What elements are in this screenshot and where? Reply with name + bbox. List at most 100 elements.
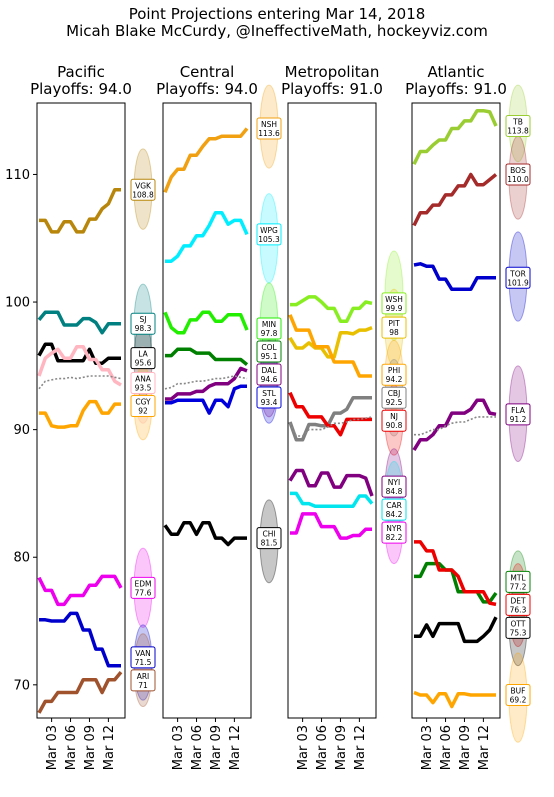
y-tick-label: 110 (5, 168, 30, 183)
projection-label: 95.1 (261, 352, 278, 361)
team-label: CHI (262, 530, 275, 539)
series-line (414, 616, 498, 644)
label-box (505, 163, 531, 186)
series-line (37, 344, 122, 387)
series-line (413, 690, 496, 709)
series-line (288, 314, 372, 378)
team-label: PIT (388, 319, 400, 328)
label-box (256, 363, 282, 386)
label-box (505, 403, 531, 426)
team-label: DAL (262, 366, 278, 375)
team-label: OTT (511, 619, 526, 628)
label-box (381, 292, 407, 315)
series-line (414, 561, 498, 604)
label-box (130, 312, 156, 335)
label-box (130, 372, 156, 395)
label-box (505, 266, 531, 289)
projection-label: 91.2 (510, 415, 527, 424)
projection-label: 94.6 (261, 375, 278, 384)
x-tick-label: Mar 12 (228, 725, 243, 770)
label-box (130, 347, 156, 370)
label-box (505, 616, 531, 639)
projection-label: 93.5 (135, 384, 152, 393)
x-tick-label: Mar 09 (334, 725, 349, 770)
team-label: STL (262, 389, 276, 398)
projection-label: 97.8 (261, 329, 278, 338)
x-tick-label: Mar 12 (353, 725, 368, 770)
team-label: SJ (140, 315, 147, 324)
projection-label: 99.9 (386, 304, 403, 313)
team-label: VGK (135, 181, 152, 190)
label-box (256, 223, 282, 246)
series-line (412, 398, 497, 452)
team-label: NYR (386, 524, 401, 533)
label-box (381, 316, 407, 339)
panel-subtitle: Playoffs: 94.0 (156, 80, 258, 98)
team-label: ARI (137, 672, 150, 681)
x-tick-label: Mar 09 (83, 725, 98, 770)
label-box (505, 684, 531, 707)
series-line (165, 384, 247, 415)
team-label: PHI (388, 366, 400, 375)
label-box (256, 317, 282, 340)
y-tick-label: 100 (5, 296, 30, 311)
team-label: TOR (509, 269, 526, 278)
team-label: NSH (261, 120, 277, 129)
label-box (381, 498, 407, 521)
series-line (165, 366, 248, 401)
chart-title: Point Projections entering Mar 14, 2018 (129, 5, 426, 23)
team-label: CGY (135, 398, 151, 407)
team-label: NJ (390, 412, 398, 421)
team-label: ANA (135, 375, 152, 384)
label-box (130, 646, 156, 669)
label-box (381, 363, 407, 386)
team-label: NYI (388, 478, 400, 487)
x-tick-label: Mar 09 (209, 725, 224, 770)
series-line (290, 295, 373, 323)
label-box (130, 669, 156, 692)
label-box (130, 395, 156, 418)
series-line (414, 540, 497, 607)
team-label: MTL (510, 573, 526, 582)
label-box (256, 117, 282, 140)
panel-title: Atlantic (427, 63, 484, 81)
projection-label: 81.5 (261, 539, 278, 548)
label-box (505, 570, 531, 593)
panel-title: Central (180, 63, 235, 81)
series-line (39, 188, 121, 234)
projection-label: 76.3 (510, 605, 527, 614)
series-line (413, 262, 496, 292)
series-line (165, 347, 249, 366)
series-line (412, 172, 498, 227)
projection-label: 113.6 (258, 129, 280, 138)
y-tick-label: 80 (13, 551, 30, 566)
plot-frame (287, 102, 377, 719)
label-box (256, 386, 282, 409)
panel-title: Pacific (57, 63, 105, 81)
series-line (37, 574, 123, 607)
projection-label: 71 (138, 681, 148, 690)
label-box (505, 114, 531, 137)
team-label: FLA (511, 406, 526, 415)
projection-label: 84.2 (386, 510, 403, 519)
projection-label: 98.3 (135, 324, 152, 333)
playoff-cutline (414, 416, 496, 436)
projection-label: 84.8 (386, 487, 403, 496)
projection-label: 71.5 (135, 658, 152, 667)
projection-label: 98 (389, 328, 399, 337)
projection-label: 108.8 (132, 190, 154, 199)
panel-subtitle: Playoffs: 91.0 (405, 80, 507, 98)
projection-label: 77.6 (135, 588, 152, 597)
chart-subtitle: Micah Blake McCurdy, @IneffectiveMath, h… (66, 22, 488, 40)
x-tick-label: Mar 03 (45, 725, 60, 770)
label-box (130, 576, 156, 599)
plot-frame (411, 102, 501, 719)
playoff-cutline (289, 416, 373, 437)
projection-label: 113.8 (507, 126, 529, 135)
projection-label: 92.5 (386, 398, 403, 407)
team-label: WSH (385, 295, 403, 304)
team-label: DET (510, 596, 526, 605)
y-tick-label: 70 (13, 678, 30, 693)
x-tick-label: Mar 06 (439, 725, 454, 770)
